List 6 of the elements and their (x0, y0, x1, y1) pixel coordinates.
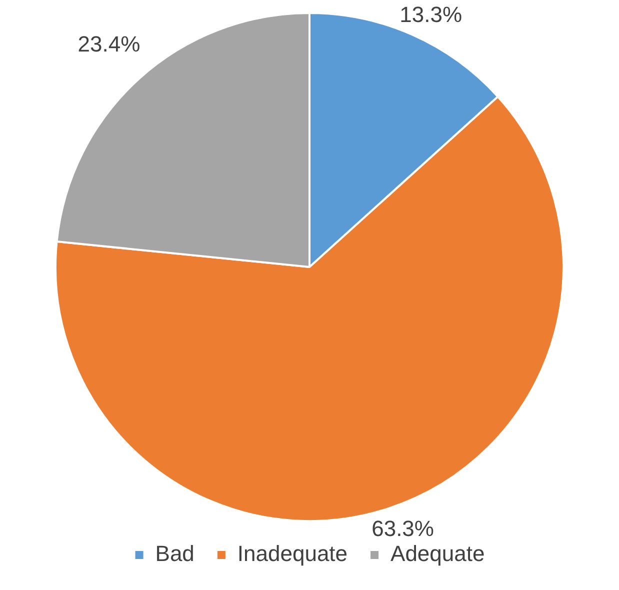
data-label: 13.3% (400, 2, 462, 28)
legend-label: Inadequate (237, 541, 348, 566)
data-label: 23.4% (78, 31, 140, 56)
data-label: 63.3% (372, 516, 434, 542)
legend-label: Bad (155, 541, 194, 566)
legend-label: Adequate (390, 541, 485, 566)
